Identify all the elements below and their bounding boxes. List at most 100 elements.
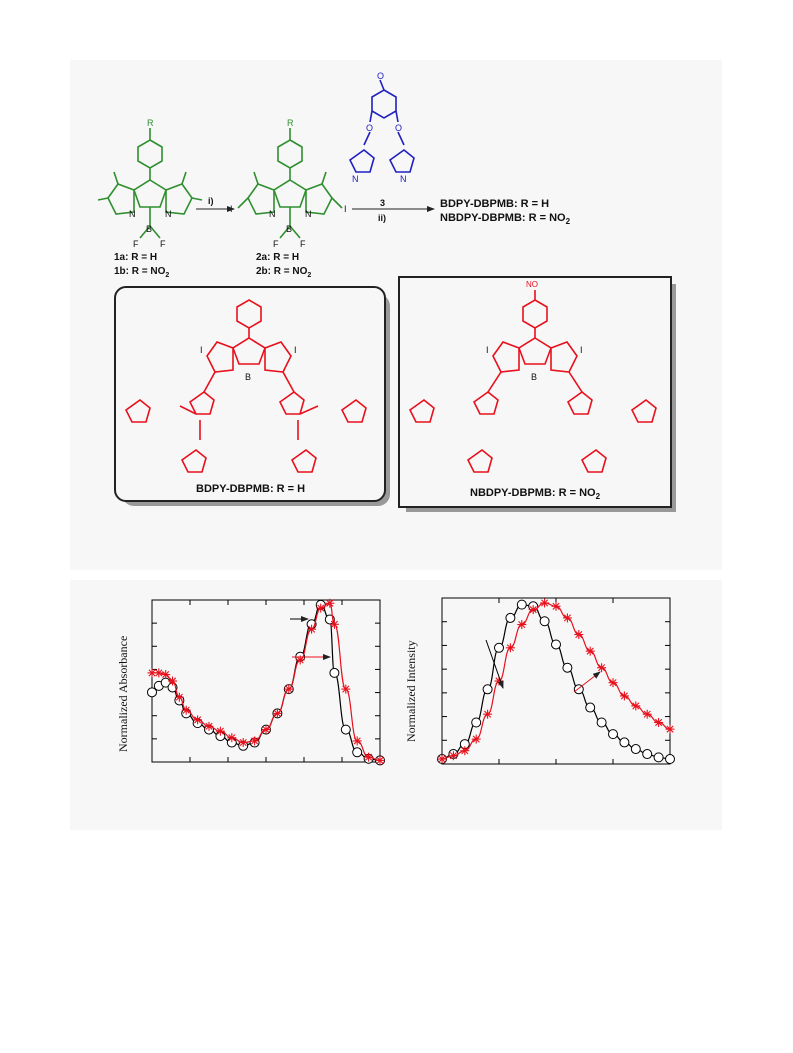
em-series-1-point <box>608 678 618 688</box>
em-series-0-point <box>608 729 618 740</box>
label-2b: 2b: R = NO2 <box>256 266 312 279</box>
compound-2-structure <box>237 128 343 239</box>
compound-1-structure <box>97 128 203 239</box>
abs-series-0-line <box>151 604 381 761</box>
em-series-1-point <box>597 663 607 673</box>
em-series-1-point <box>448 751 458 761</box>
em-series-0-point <box>516 599 527 610</box>
atom-b-2: B <box>286 224 292 234</box>
bdpy-dbpmb-structure <box>124 299 367 473</box>
absorbance-y-label: Normalized Absorbance <box>116 635 130 752</box>
abs-series-1-point <box>181 705 191 715</box>
abs-series-1-point <box>154 668 164 678</box>
box1-caption: BDPY-DBPMB: R = H <box>196 483 306 495</box>
em-series-0-point <box>619 737 630 748</box>
abs-series-0-point <box>352 747 363 758</box>
atom-n-2a: N <box>269 209 276 219</box>
abs-series-1-point <box>261 725 271 735</box>
atom-i-2b: I <box>344 204 347 214</box>
em-series-1-point <box>505 643 515 653</box>
atom-n-3b: N <box>400 174 407 184</box>
box2-caption: NBDPY-DBPMB: R = NO2 <box>470 487 601 502</box>
abs-series-1-point <box>272 708 282 718</box>
abs-series-1-point <box>316 603 326 613</box>
label-1a: 1a: R = H <box>114 252 158 263</box>
em-series-1-point <box>642 709 652 719</box>
atom-r-1: R <box>147 118 154 128</box>
em-series-1-point <box>585 646 595 656</box>
em-series-1-point <box>631 701 641 711</box>
label-1b: 1b: R = NO2 <box>114 266 170 279</box>
em-series-0-point <box>653 752 664 763</box>
atom-f-2b: F <box>300 239 306 249</box>
atom-r-2: R <box>287 118 294 128</box>
em-series-1-point <box>540 598 550 608</box>
abs-series-1-point <box>352 736 362 746</box>
product-label-1: BDPY-DBPMB: R = H <box>440 198 550 210</box>
em-series-1-point <box>517 620 527 630</box>
abs-series-1-point <box>204 721 214 731</box>
em-series-0-point <box>494 642 504 653</box>
abs-series-1-point <box>193 715 203 725</box>
abs-series-1-point <box>364 752 374 762</box>
atom-n-3a: N <box>352 174 359 184</box>
abs-series-1-point <box>238 738 248 748</box>
em-series-1-point <box>654 718 664 727</box>
em-series-0-point <box>551 639 561 650</box>
em-series-1-point <box>528 605 538 615</box>
reagent-3-label: 3 <box>380 198 386 208</box>
em-series-0-point <box>471 717 482 728</box>
abs-series-1-point <box>227 733 237 743</box>
label-2a: 2a: R = H <box>256 252 300 263</box>
abs-series-1-point <box>375 755 385 765</box>
abs-series-0-point <box>329 667 340 678</box>
em-series-1-point <box>562 613 572 623</box>
abs-series-1-point <box>295 655 305 665</box>
atom-f-1b: F <box>160 239 166 249</box>
emission-chart <box>437 597 675 765</box>
em-annotation-arrow-1 <box>573 671 601 693</box>
em-series-0-point <box>505 612 516 623</box>
atom-i-box1a: I <box>200 345 203 355</box>
em-series-1-point <box>665 724 675 734</box>
group-no2: NO <box>526 280 538 289</box>
nbdpy-dbpmb-structure <box>408 290 657 473</box>
em-series-1-point <box>471 734 481 744</box>
absorbance-plot-frame <box>151 599 381 763</box>
atom-f-1a: F <box>133 239 139 249</box>
abs-series-1-point <box>325 598 335 608</box>
em-series-1-point <box>483 709 493 719</box>
em-series-0-point <box>642 749 653 760</box>
atom-o-3a: O <box>366 123 373 133</box>
atom-b-1: B <box>146 224 152 234</box>
em-series-1-point <box>551 601 561 611</box>
em-series-0-point <box>539 616 550 627</box>
abs-series-1-line <box>152 602 381 761</box>
reagent-3-structure <box>348 79 415 173</box>
atom-n-1b: N <box>165 209 172 219</box>
atom-o-3b: O <box>395 123 402 133</box>
atom-i-box2b: I <box>580 345 583 355</box>
em-series-0-point <box>482 684 493 695</box>
intensity-y-label: Normalized Intensity <box>404 640 418 742</box>
abs-series-1-point <box>307 624 317 634</box>
em-series-0-point <box>585 702 596 713</box>
em-series-1-point <box>574 630 584 640</box>
bdpy-structure-box <box>114 286 386 502</box>
em-series-0-point <box>562 662 573 673</box>
abs-series-1-point <box>168 676 178 686</box>
atom-o-aldehyde: O <box>377 71 384 81</box>
atom-n-2b: N <box>305 209 312 219</box>
em-series-1-point <box>460 746 470 756</box>
abs-series-0-point <box>340 724 351 735</box>
abs-series-1-point <box>341 684 351 694</box>
atom-f-2a: F <box>273 239 279 249</box>
atom-b-box1: B <box>245 372 251 382</box>
abs-series-0-point <box>147 687 157 698</box>
em-annotation-arrow-0 <box>485 639 504 689</box>
atom-i-box2a: I <box>486 345 489 355</box>
abs-series-1-point <box>174 692 184 702</box>
em-series-0-point <box>630 744 641 755</box>
